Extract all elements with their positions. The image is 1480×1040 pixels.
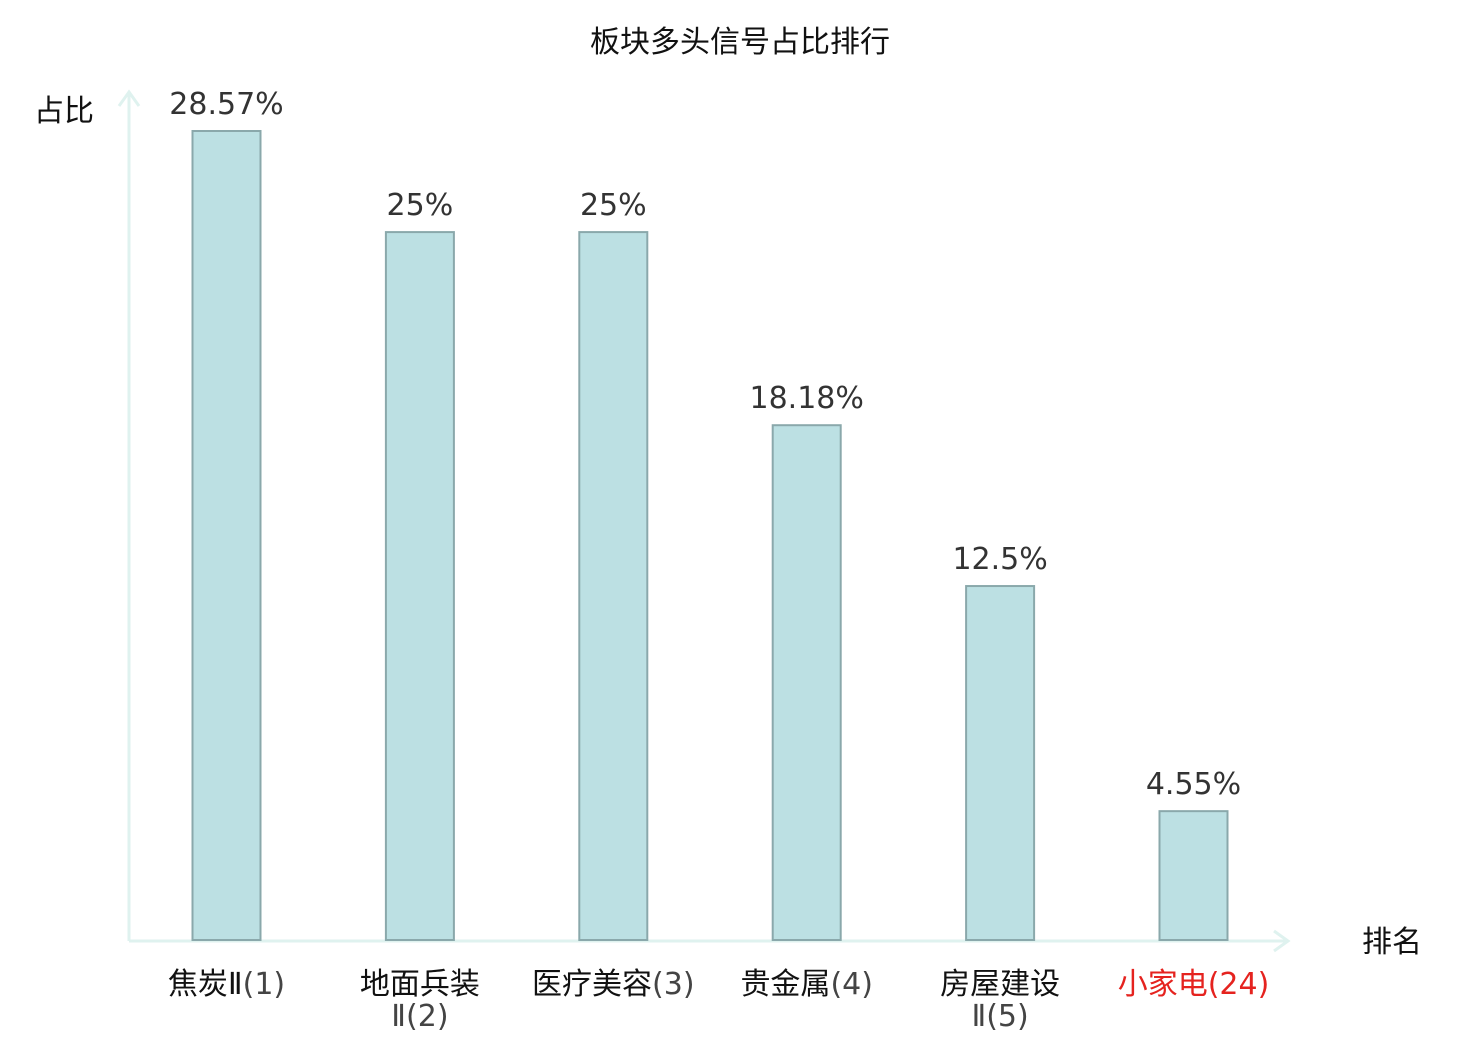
- bar: [965, 585, 1036, 941]
- x-tick-label: 地面兵装: [360, 967, 480, 1002]
- bar-value-label: 18.18%: [750, 381, 864, 416]
- bar-value-label: 12.5%: [952, 542, 1047, 577]
- x-tick-label: 房屋建设: [940, 967, 1060, 1002]
- tick-label-name: 小家电: [1118, 967, 1208, 1002]
- bar-value-label: 25%: [387, 188, 454, 223]
- x-tick-label: 贵金属(4): [740, 967, 873, 1002]
- bar: [771, 424, 842, 941]
- x-tick-label: Ⅱ(5): [971, 999, 1028, 1034]
- tick-label-name: 贵金属: [740, 967, 830, 1002]
- bar: [384, 231, 455, 941]
- bar-value-label: 28.57%: [169, 87, 283, 122]
- x-tick-label: 焦炭Ⅱ(1): [168, 967, 285, 1002]
- tick-label-rank: Ⅱ(5): [971, 999, 1028, 1034]
- tick-label-name: 焦炭Ⅱ: [168, 967, 243, 1002]
- x-tick-label: 小家电(24): [1118, 967, 1270, 1002]
- value-labels-group: 28.57% 25% 25% 18.18% 12.5% 4.55%: [169, 87, 1241, 802]
- tick-label-rank: (4): [830, 967, 873, 1002]
- y-axis-label: 占比: [34, 94, 94, 129]
- chart-title: 板块多头信号占比排行: [590, 25, 890, 60]
- tick-label-name: 地面兵装: [360, 967, 480, 1002]
- x-axis-label: 排名: [1362, 925, 1422, 960]
- y-axis: 占比: [34, 89, 141, 941]
- x-axis: 排名: [129, 925, 1422, 960]
- tick-label-name: 房屋建设: [940, 967, 1060, 1002]
- tick-label-rank: (1): [243, 967, 286, 1002]
- bar: [1158, 810, 1229, 941]
- bar: [191, 130, 262, 941]
- bar-value-label: 25%: [580, 188, 647, 223]
- tick-label-rank: (3): [652, 967, 695, 1002]
- tick-label-name: 医疗美容: [532, 967, 652, 1002]
- tick-label-rank: Ⅱ(2): [391, 999, 448, 1034]
- x-axis-arrow-icon: [1273, 929, 1291, 953]
- bar: [578, 231, 649, 941]
- y-axis-arrow-icon: [117, 89, 141, 107]
- bars-group: [191, 130, 1229, 941]
- x-tick-label: Ⅱ(2): [391, 999, 448, 1034]
- tick-label-rank: (24): [1208, 967, 1270, 1002]
- x-tick-label: 医疗美容(3): [532, 967, 695, 1002]
- bar-value-label: 4.55%: [1146, 767, 1241, 802]
